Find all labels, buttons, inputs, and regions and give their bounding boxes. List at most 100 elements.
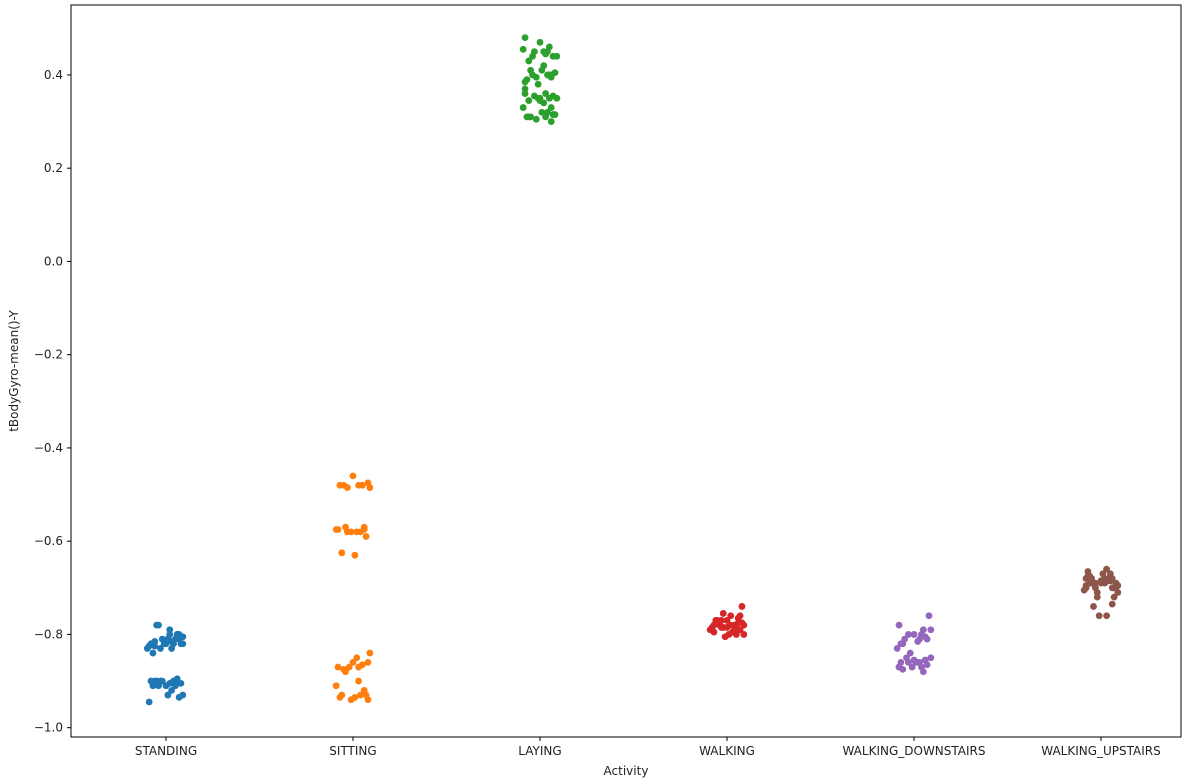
data-point xyxy=(149,649,157,657)
data-point xyxy=(719,610,727,617)
data-point xyxy=(362,533,370,540)
data-point xyxy=(895,621,903,629)
data-point xyxy=(166,626,174,634)
data-point xyxy=(547,118,555,125)
data-point xyxy=(155,621,162,629)
data-point xyxy=(177,679,185,687)
data-point xyxy=(351,551,359,559)
data-point xyxy=(897,640,905,648)
x-tick-label: LAYING xyxy=(518,744,561,758)
data-point xyxy=(345,663,353,671)
data-point xyxy=(525,57,533,65)
x-tick-label: STANDING xyxy=(135,744,197,758)
data-point xyxy=(910,631,918,638)
data-point xyxy=(530,92,538,100)
data-point xyxy=(366,649,374,657)
data-point xyxy=(355,677,363,685)
data-point xyxy=(906,649,914,657)
data-point xyxy=(731,621,738,629)
y-axis-label: tBodyGyro-mean()-Y xyxy=(7,310,21,432)
y-tick-label: −0.6 xyxy=(34,534,63,548)
data-point xyxy=(721,633,729,641)
data-point xyxy=(545,94,553,102)
data-point xyxy=(357,691,364,699)
data-point xyxy=(179,691,187,699)
data-point xyxy=(908,663,916,671)
data-point xyxy=(1103,565,1111,573)
data-point xyxy=(519,45,527,53)
data-point xyxy=(918,663,925,671)
data-point xyxy=(349,659,357,666)
data-point xyxy=(910,656,918,664)
data-point xyxy=(1093,593,1101,601)
data-point xyxy=(1095,612,1103,620)
data-point xyxy=(145,642,153,650)
data-point xyxy=(712,617,720,624)
y-tick-label: −1.0 xyxy=(34,721,63,735)
data-point xyxy=(160,640,168,648)
data-point xyxy=(536,38,544,46)
data-point xyxy=(740,631,748,638)
data-point xyxy=(893,645,901,652)
data-point xyxy=(1110,593,1118,601)
data-point xyxy=(179,640,187,648)
y-tick-label: −0.8 xyxy=(34,627,63,641)
data-point xyxy=(553,52,561,60)
plot-frame xyxy=(70,4,1182,738)
data-point xyxy=(923,661,931,669)
data-point xyxy=(360,686,368,694)
data-point xyxy=(914,638,922,645)
x-tick-label: WALKING_DOWNSTAIRS xyxy=(842,744,985,758)
series-walking-upstairs xyxy=(1080,565,1122,620)
data-point xyxy=(521,85,529,93)
data-point xyxy=(351,693,359,701)
data-point xyxy=(151,638,159,645)
data-point xyxy=(168,645,176,652)
data-point xyxy=(343,528,351,536)
data-point xyxy=(166,631,174,638)
data-point xyxy=(536,94,544,102)
data-point xyxy=(357,528,364,536)
data-point xyxy=(719,624,727,631)
data-point xyxy=(927,626,935,634)
data-point xyxy=(538,108,546,116)
y-tick-label: 0.4 xyxy=(44,68,63,82)
data-point xyxy=(551,69,559,77)
data-point xyxy=(145,698,153,706)
data-point xyxy=(540,62,548,70)
data-point xyxy=(738,619,746,627)
data-point xyxy=(364,696,372,704)
data-point xyxy=(156,645,164,652)
y-tick-label: 0.0 xyxy=(44,254,63,268)
data-point xyxy=(525,97,533,104)
data-point xyxy=(349,472,357,480)
data-point xyxy=(355,481,363,489)
y-axis: −1.0 −0.8 −0.6 −0.4 −0.2 0.0 0.2 0.4 xyxy=(34,68,71,735)
data-point xyxy=(168,686,176,694)
series-walking-downstairs xyxy=(893,612,935,676)
data-point xyxy=(340,481,348,489)
data-point xyxy=(532,115,540,123)
series-walking xyxy=(706,603,748,641)
data-point xyxy=(158,677,166,685)
data-point xyxy=(166,679,174,687)
data-point xyxy=(545,71,553,79)
y-tick-label: 0.2 xyxy=(44,161,63,175)
data-point xyxy=(1097,579,1105,587)
data-point xyxy=(521,34,529,42)
y-tick-label: −0.2 xyxy=(34,348,63,362)
x-axis: STANDING SITTING LAYING WALKING WALKING_DOWN… xyxy=(135,737,1161,758)
data-point xyxy=(901,635,909,643)
x-tick-label: WALKING_UPSTAIRS xyxy=(1041,744,1161,758)
data-point xyxy=(723,617,731,624)
data-point xyxy=(151,677,159,685)
data-point xyxy=(1108,600,1116,608)
x-axis-label: Activity xyxy=(604,764,649,778)
data-point xyxy=(734,626,742,634)
data-point xyxy=(173,675,181,683)
data-point xyxy=(734,614,742,622)
data-point xyxy=(151,642,159,650)
data-point xyxy=(1088,579,1096,587)
data-point xyxy=(175,635,183,643)
